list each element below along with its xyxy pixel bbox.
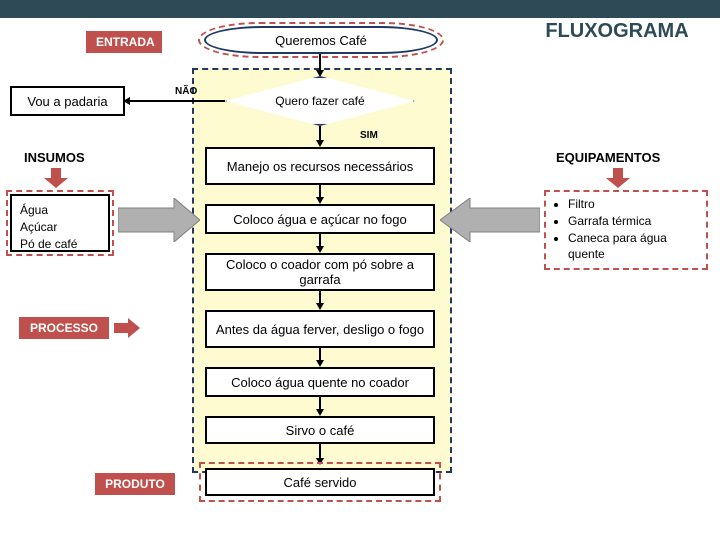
insumo-item: Água (20, 202, 100, 219)
insumo-item: Açúcar (20, 219, 100, 236)
step6-box: Sirvo o café (205, 416, 435, 444)
edge (319, 444, 321, 458)
step1-text: Manejo os recursos necessários (227, 159, 413, 174)
page-title: FLUXOGRAMA (532, 20, 702, 43)
edge (319, 348, 321, 360)
equip-title: EQUIPAMENTOS (556, 150, 660, 165)
step3-box: Coloco o coador com pó sobre a garrafa (205, 253, 435, 291)
tag-processo: PROCESSO (18, 316, 110, 340)
step5-text: Coloco água quente no coador (231, 375, 409, 390)
top-bar (0, 0, 720, 18)
edge (319, 185, 321, 197)
insumos-panel: Água Açúcar Pó de café (10, 194, 110, 252)
step2-text: Coloco água e açúcar no fogo (233, 212, 406, 227)
edge-head (316, 246, 324, 253)
tag-produto: PRODUTO (94, 472, 176, 496)
edge-head (316, 409, 324, 416)
step3-text: Coloco o coador com pó sobre a garrafa (211, 257, 429, 287)
edge-head (316, 197, 324, 204)
start-text: Queremos Café (275, 33, 367, 48)
start-oval: Queremos Café (204, 26, 438, 54)
label-yes: SIM (360, 130, 378, 141)
edge (319, 291, 321, 303)
decision-text: Quero fazer café (275, 94, 364, 108)
insumos-title: INSUMOS (24, 150, 85, 165)
end-box: Café servido (205, 468, 435, 496)
step2-box: Coloco água e açúcar no fogo (205, 204, 435, 234)
equip-item: Garrafa térmica (568, 213, 702, 230)
decision-diamond: Quero fazer café (225, 76, 415, 126)
edge (319, 54, 321, 70)
step4-text: Antes da água ferver, desligo o fogo (216, 322, 424, 337)
end-text: Café servido (284, 475, 357, 490)
step5-box: Coloco água quente no coador (205, 367, 435, 397)
insumos-down-arrow-icon (44, 168, 68, 188)
step4-box: Antes da água ferver, desligo o fogo (205, 310, 435, 348)
edge-head (316, 303, 324, 310)
equip-down-arrow-icon (606, 168, 630, 188)
insumo-item: Pó de café (20, 236, 100, 253)
step6-text: Sirvo o café (286, 423, 355, 438)
edge-yes (319, 126, 321, 140)
equip-panel: Filtro Garrafa térmica Caneca para água … (552, 196, 702, 263)
equip-item: Filtro (568, 196, 702, 213)
alt-box: Vou a padaria (10, 86, 125, 116)
equip-item: Caneca para água quente (568, 230, 702, 264)
edge (319, 234, 321, 246)
equip-arrow-icon (440, 198, 540, 242)
processo-arrow-icon (114, 318, 140, 338)
edge-yes-head (316, 140, 324, 147)
label-no: NÃO (175, 86, 197, 97)
alt-text: Vou a padaria (27, 94, 107, 109)
edge-no (130, 100, 225, 102)
insumos-arrow-icon (118, 198, 200, 242)
edge (319, 397, 321, 409)
step1-box: Manejo os recursos necessários (205, 147, 435, 185)
edge-head (316, 360, 324, 367)
tag-entrada: ENTRADA (85, 30, 163, 54)
